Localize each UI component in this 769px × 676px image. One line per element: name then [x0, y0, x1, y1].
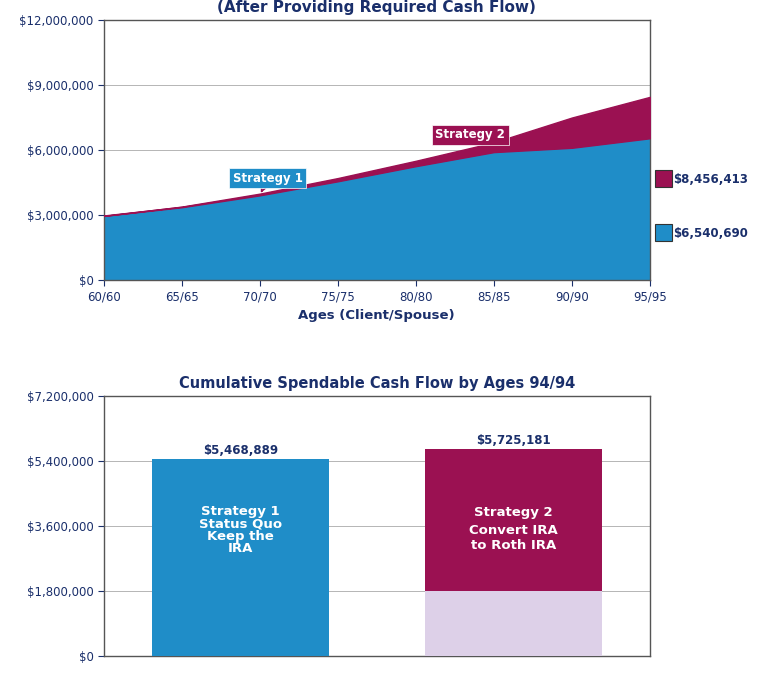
Text: $8,456,413: $8,456,413 — [673, 172, 747, 186]
Text: Status Quo: Status Quo — [198, 517, 282, 530]
Title: Net Worth
(After Providing Required Cash Flow): Net Worth (After Providing Required Cash… — [218, 0, 536, 15]
Text: Strategy 2: Strategy 2 — [474, 506, 553, 519]
Bar — [424, 450, 602, 656]
Text: $5,725,181: $5,725,181 — [476, 434, 551, 448]
Bar — [151, 459, 329, 656]
Text: to Roth IRA: to Roth IRA — [471, 539, 556, 552]
Text: Convert IRA: Convert IRA — [469, 525, 558, 537]
Text: Strategy 1: Strategy 1 — [233, 172, 302, 191]
X-axis label: Ages (Client/Spouse): Ages (Client/Spouse) — [298, 309, 455, 322]
Text: Keep the: Keep the — [207, 530, 274, 543]
Text: $5,468,889: $5,468,889 — [203, 443, 278, 456]
Text: Strategy 1: Strategy 1 — [201, 504, 280, 518]
Text: The additional cash flow
accounts for the income tax
of the Roth conversion.: The additional cash flow accounts for th… — [431, 599, 596, 648]
Text: IRA: IRA — [228, 542, 253, 556]
Bar — [424, 591, 602, 656]
Title: Cumulative Spendable Cash Flow by Ages 94/94: Cumulative Spendable Cash Flow by Ages 9… — [178, 376, 575, 391]
Text: $6,540,690: $6,540,690 — [673, 226, 747, 240]
Text: Strategy 2: Strategy 2 — [435, 128, 505, 145]
